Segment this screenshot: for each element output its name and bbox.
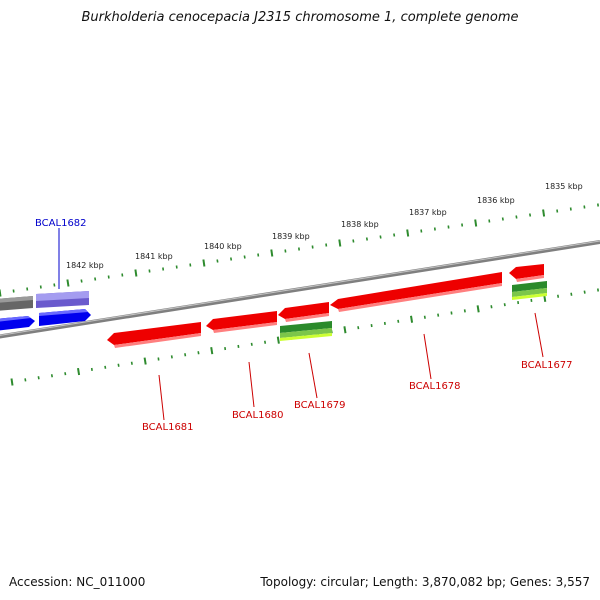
gene-arrow-left-blue[interactable] [0,316,35,331]
major-tick [210,347,214,355]
minor-tick [357,326,360,330]
minor-tick [216,259,219,263]
feature-bar-bcal1677[interactable] [512,281,547,300]
minor-tick [529,213,532,217]
major-tick [66,279,70,287]
major-tick [77,367,81,376]
major-tick [406,229,410,237]
gene-arrow-bcal1680[interactable] [206,311,277,333]
minor-tick [583,290,586,294]
leader-line-bcal1680 [248,361,255,408]
major-tick [276,336,280,344]
kbp-label: 1837 kbp [409,208,447,217]
minor-tick [397,319,400,323]
kbp-label: 1836 kbp [477,196,515,205]
genome-summary-text: Topology: circular; Length: 3,870,082 bp… [260,575,590,589]
minor-tick [50,374,53,378]
minor-tick [80,279,83,283]
major-tick [270,249,274,257]
minor-tick [94,277,97,281]
minor-tick [437,313,440,317]
minor-tick [352,239,355,243]
gene-arrow-bcal1679[interactable] [278,302,329,322]
minor-tick [557,294,560,298]
minor-tick [250,342,253,346]
major-tick [338,239,342,247]
gene-bar-bcal1682-track[interactable] [36,291,89,308]
gene-arrow-bcal1677[interactable] [509,264,544,282]
minor-tick [264,340,267,344]
kbp-label: 1835 kbp [545,182,583,191]
minor-tick [37,376,40,380]
minor-tick [463,309,466,313]
minor-tick [501,217,504,221]
minor-tick [393,233,396,237]
leader-line-bcal1681 [158,374,165,421]
minor-tick [570,292,573,296]
minor-tick [53,283,56,287]
minor-tick [503,303,506,307]
minor-tick [130,361,133,365]
minor-tick [184,353,187,357]
map-title: Burkholderia cenocepacia J2315 chromosom… [81,10,519,25]
gene-label-bcal1679[interactable]: BCAL1679 [294,400,346,411]
major-tick [343,326,347,334]
kbp-label: 1842 kbp [66,261,104,270]
feature-bar-bcal1679[interactable] [280,321,332,341]
minor-tick [117,363,120,367]
minor-tick [379,235,382,239]
gene-label-bcal1678[interactable]: BCAL1678 [409,381,461,392]
gene-arrow-bcal1681[interactable] [107,322,201,348]
minor-tick [230,257,233,261]
gene-arrow-bcal1678[interactable] [330,272,502,312]
major-tick [202,259,206,267]
major-tick [410,315,414,323]
major-tick [476,305,480,313]
minor-tick [64,372,67,376]
kbp-label: 1839 kbp [272,232,310,241]
minor-tick [197,351,200,355]
leader-line-bcal1679 [308,352,318,399]
gene-label-bcal1680[interactable]: BCAL1680 [232,410,284,421]
minor-tick [365,237,368,241]
outer-tick-track [0,203,599,297]
genome-backbone-highlight [0,240,600,336]
gene-arrow-bcal1682[interactable] [39,309,91,326]
major-tick [134,269,138,277]
minor-tick [490,305,493,309]
gene-label-bcal1682[interactable]: BCAL1682 [35,218,87,229]
minor-tick [170,355,173,359]
kbp-label: 1841 kbp [135,252,173,261]
minor-tick [423,315,426,319]
major-tick [474,219,478,227]
major-tick [542,209,546,217]
gene-label-bcal1681[interactable]: BCAL1681 [142,422,194,433]
minor-tick [243,255,246,259]
leader-line-bcal1678 [423,333,432,380]
accession-text: Accession: NC_011000 [9,575,146,589]
gene-label-bcal1677[interactable]: BCAL1677 [521,360,573,371]
kbp-label: 1838 kbp [341,220,379,229]
minor-tick [24,378,27,382]
minor-tick [104,365,107,369]
major-tick [143,357,147,365]
kbp-label: 1840 kbp [204,242,242,251]
genome-backbone [0,240,600,339]
major-tick [0,289,2,297]
minor-tick [515,215,518,219]
leader-line-bcal1677 [534,312,544,358]
major-tick [10,378,14,386]
gene-bar-left-gray[interactable] [0,296,33,311]
